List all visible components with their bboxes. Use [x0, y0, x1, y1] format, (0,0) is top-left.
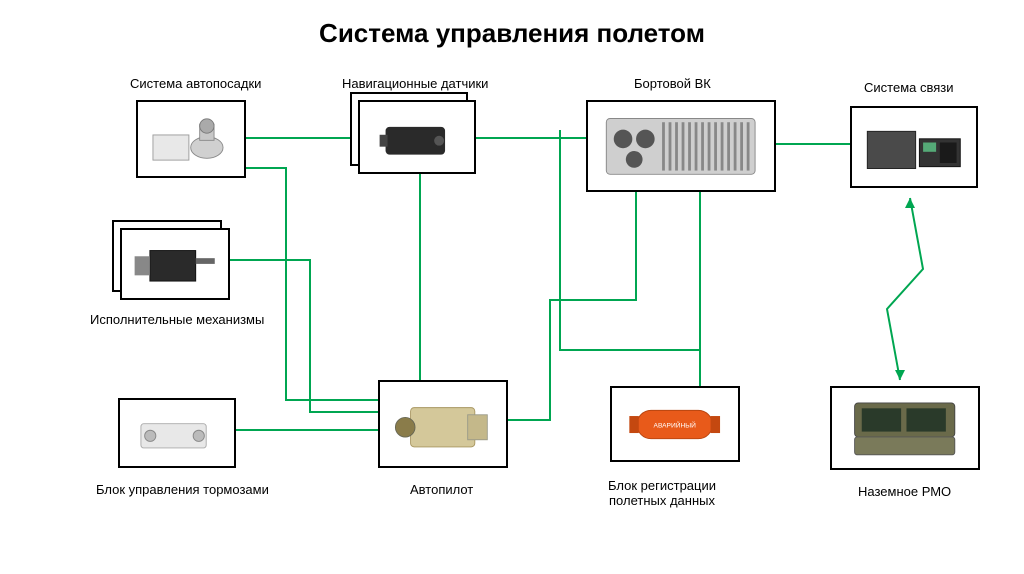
svg-text:АВАРИЙНЫЙ: АВАРИЙНЫЙ — [654, 421, 697, 430]
arrowhead-icon — [895, 370, 905, 380]
onboard_comp-device-icon — [597, 109, 764, 184]
node-label-actuators: Исполнительные механизмы — [90, 312, 264, 327]
node-nav_sensors — [358, 100, 476, 174]
node-auto_landing — [136, 100, 246, 178]
node-label-comms: Система связи — [864, 80, 954, 95]
node-label-autopilot: Автопилот — [410, 482, 473, 497]
node-ground — [830, 386, 980, 470]
node-actuators — [120, 228, 230, 300]
node-autopilot — [378, 380, 508, 468]
node-label-ground: Наземное РМО — [858, 484, 951, 499]
auto_landing-device-icon — [143, 108, 238, 171]
comms-device-icon — [858, 114, 970, 180]
diagram-title: Система управления полетом — [0, 18, 1024, 49]
node-label-brakes: Блок управления тормозами — [96, 482, 269, 497]
node-flight_rec: АВАРИЙНЫЙ — [610, 386, 740, 462]
wireless-link — [887, 198, 923, 380]
node-label-flight_rec: Блок регистрацииполетных данных — [608, 478, 716, 508]
node-onboard_comp — [586, 100, 776, 192]
autopilot-device-icon — [386, 388, 499, 459]
brakes-device-icon — [126, 405, 229, 461]
node-label-onboard_comp: Бортовой ВК — [634, 76, 711, 91]
node-brakes — [118, 398, 236, 468]
node-label-nav_sensors: Навигационные датчики — [342, 76, 488, 91]
node-label-auto_landing: Система автопосадки — [130, 76, 261, 91]
nav_sensors-device-icon — [366, 107, 469, 167]
flight_rec-device-icon: АВАРИЙНЫЙ — [618, 393, 731, 454]
arrowhead-icon — [905, 198, 915, 208]
edge — [230, 260, 378, 412]
actuators-device-icon — [127, 235, 222, 293]
ground-device-icon — [839, 394, 970, 462]
edge — [246, 168, 378, 400]
node-comms — [850, 106, 978, 188]
